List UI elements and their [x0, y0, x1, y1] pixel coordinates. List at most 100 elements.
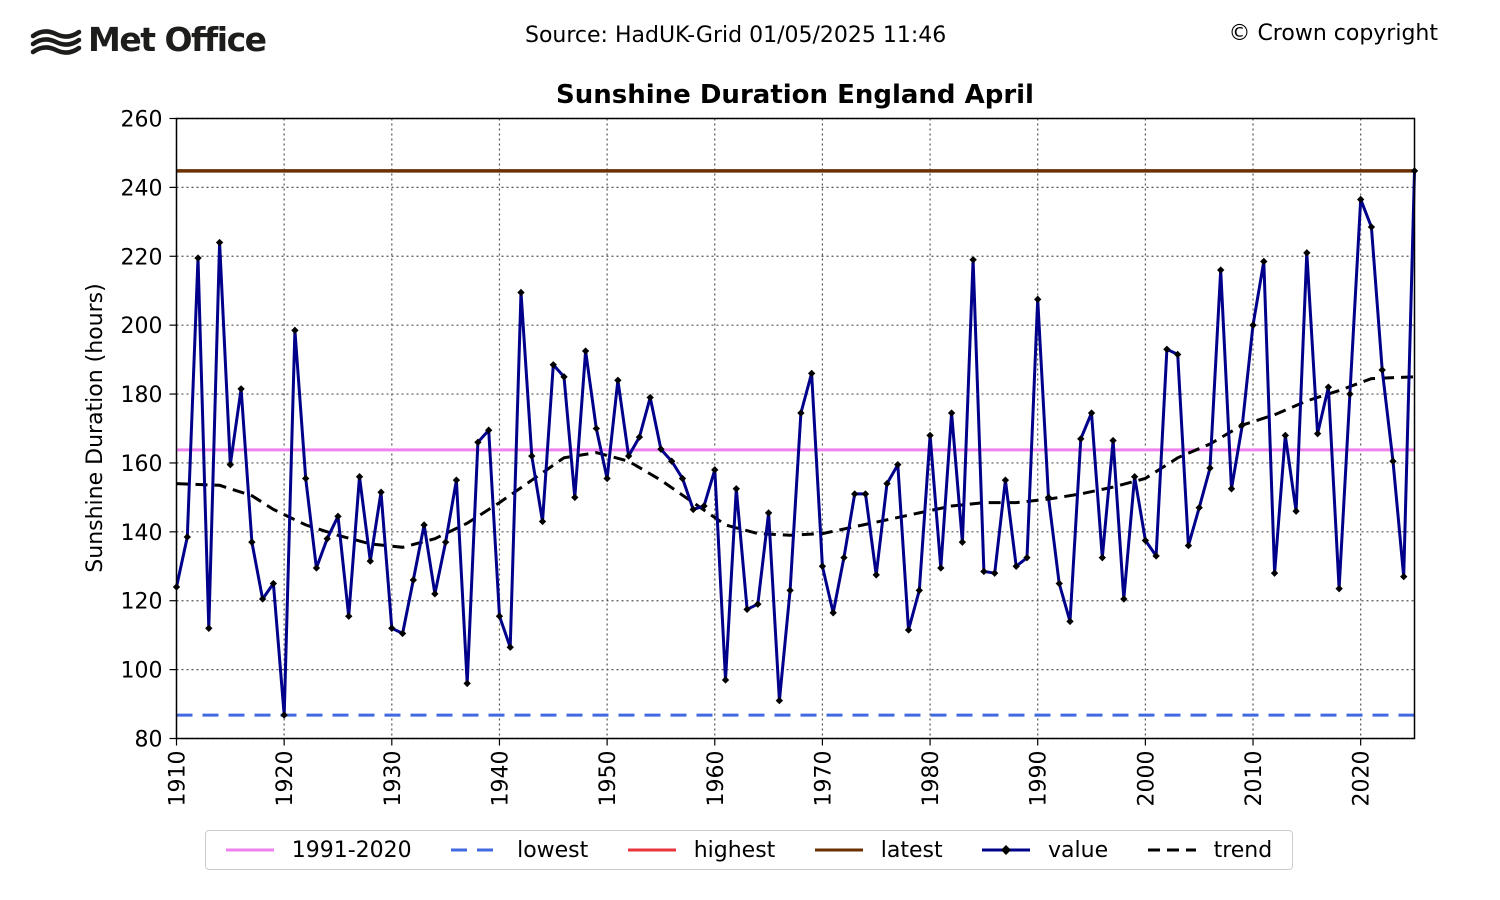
copyright-label: © Crown copyright — [1228, 21, 1438, 46]
legend-label-value: value — [1048, 837, 1109, 863]
value-point — [829, 609, 837, 617]
legend: 1991-2020 lowest highest latest value tr… — [205, 830, 1293, 870]
y-tick-label: 200 — [121, 314, 163, 339]
value-point — [635, 433, 644, 441]
y-tick-label: 120 — [121, 590, 163, 615]
value-point — [1001, 476, 1010, 484]
value-point — [441, 538, 450, 546]
legend-item-highest: highest — [627, 838, 775, 863]
value-point — [528, 452, 536, 460]
series-layer — [172, 167, 1419, 719]
value-point — [818, 562, 827, 570]
legend-label-baseline: 1991-2020 — [291, 837, 412, 863]
value-point — [840, 553, 848, 562]
value-point — [1238, 421, 1246, 429]
value-point — [205, 624, 213, 632]
value-point — [1152, 552, 1160, 560]
value-point — [937, 564, 945, 572]
x-tick-label: 1960 — [704, 751, 729, 807]
x-tick-label: 2020 — [1350, 751, 1375, 807]
legend-swatch-baseline — [225, 848, 274, 852]
x-tick-label: 1950 — [596, 751, 621, 807]
value-point — [904, 626, 913, 634]
value-point — [1249, 321, 1257, 329]
value-point — [1023, 553, 1031, 562]
value-point — [248, 538, 256, 546]
value-point — [571, 493, 579, 502]
value-point — [1389, 457, 1397, 465]
y-tick-label: 80 — [135, 728, 163, 753]
value-point — [226, 460, 235, 469]
value-point — [1130, 473, 1139, 481]
value-point — [194, 254, 202, 262]
value-point — [603, 474, 611, 483]
legend-swatch-trend — [1147, 848, 1196, 852]
value-point — [1195, 504, 1203, 512]
value-point — [1335, 584, 1343, 593]
value-point — [915, 586, 923, 595]
x-tick-label: 1910 — [166, 751, 191, 807]
value-point — [678, 474, 687, 483]
value-point — [183, 533, 191, 541]
value-point — [506, 643, 514, 651]
value-point — [1077, 435, 1085, 443]
value-point — [258, 595, 267, 603]
chart-title: Sunshine Duration England April — [556, 80, 1034, 110]
legend-item-latest: latest — [814, 837, 943, 863]
x-tick-label: 1980 — [919, 751, 944, 807]
value-point — [1044, 493, 1053, 502]
value-point — [291, 326, 299, 335]
x-tick-label: 2010 — [1242, 751, 1267, 807]
value-point — [851, 490, 859, 498]
legend-swatch-value — [982, 845, 1031, 855]
value-point — [334, 512, 342, 521]
value-point — [807, 369, 816, 378]
value-point — [732, 485, 740, 493]
value-point — [517, 288, 525, 297]
plot-frame — [175, 117, 1416, 740]
value-point — [646, 393, 654, 402]
value-point — [1217, 266, 1225, 274]
legend-label-latest: latest — [880, 837, 943, 863]
tick-layer: 1910 1920 1930 1940 1950 1960 1970 1980 1990 2000… — [121, 108, 1375, 807]
value-point — [237, 385, 245, 393]
legend-swatch-lowest — [451, 848, 500, 852]
value-point — [1184, 541, 1193, 550]
value-point — [463, 679, 471, 688]
value-point — [980, 567, 988, 576]
y-axis-label: Sunshine Duration (hours) — [83, 283, 108, 572]
value-point — [388, 624, 396, 632]
value-point — [355, 473, 364, 481]
value-point — [560, 373, 568, 381]
legend-item-trend: trend — [1147, 838, 1272, 863]
value-point — [1260, 257, 1268, 266]
legend-swatch-latest — [814, 848, 863, 852]
value-point — [409, 576, 418, 584]
x-tick-label: 1920 — [273, 751, 298, 807]
value-point — [1303, 249, 1311, 257]
value-point — [302, 474, 310, 483]
value-point — [743, 605, 751, 614]
reference-lines — [176, 169, 1415, 717]
value-point — [786, 586, 794, 595]
value-point — [775, 696, 784, 705]
y-tick-label: 160 — [121, 452, 163, 477]
value-point — [312, 564, 321, 572]
chart-canvas: 1910 1920 1930 1940 1950 1960 1970 1980 1990 2000… — [83, 108, 1419, 807]
legend-swatch-highest — [627, 848, 676, 852]
legend-item-value: value — [982, 838, 1108, 863]
value-point — [1270, 569, 1279, 577]
met-office-logo-icon — [30, 29, 82, 55]
value-point — [711, 466, 719, 474]
value-point — [1281, 431, 1289, 440]
value-point — [689, 505, 697, 514]
value-point — [969, 256, 977, 264]
x-tick-label: 2000 — [1134, 751, 1159, 807]
value-point — [1055, 579, 1063, 588]
met-office-logo-text: Met Office — [88, 20, 267, 59]
value-point — [1120, 595, 1128, 603]
value-point — [1012, 562, 1020, 570]
y-tick-label: 100 — [121, 659, 163, 684]
y-tick-label: 260 — [121, 108, 163, 133]
value-point — [549, 361, 557, 369]
